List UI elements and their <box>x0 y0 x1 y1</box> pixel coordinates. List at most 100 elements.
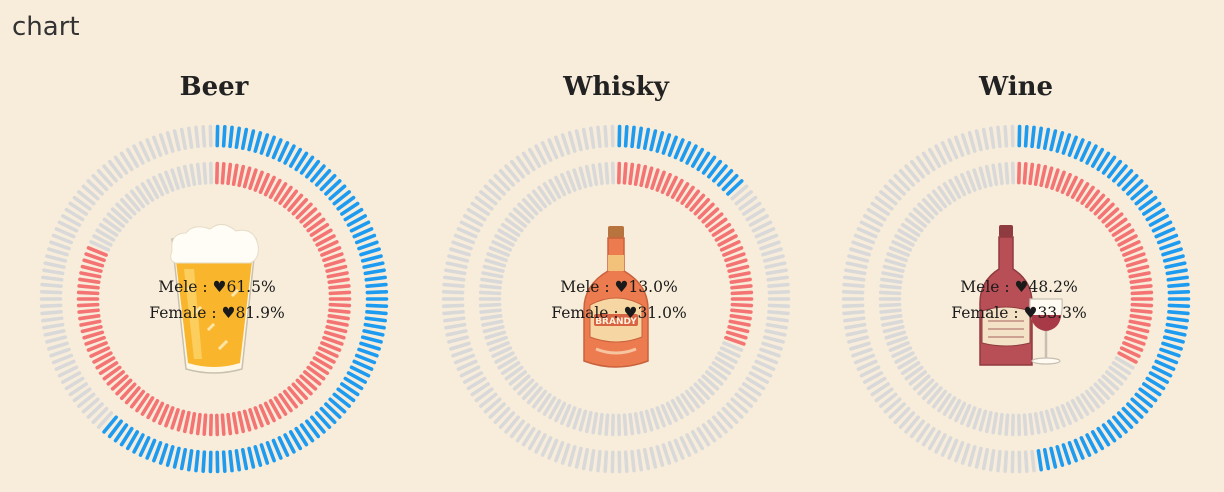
ring-segment-empty <box>588 449 596 472</box>
ring-segment-empty <box>954 135 965 157</box>
ring-segment-filled <box>231 163 239 186</box>
ring-segment-filled <box>346 214 367 227</box>
ring-segment-filled <box>1112 164 1128 183</box>
ring-segment-empty <box>904 164 920 183</box>
ring-segment-empty <box>642 447 651 471</box>
ring-segment-empty <box>894 351 915 364</box>
ring-segment-filled <box>146 399 160 420</box>
ring-segment-empty <box>937 393 952 413</box>
ring-segment-empty <box>508 370 527 386</box>
ring-segment-empty <box>689 386 706 405</box>
ring-segment-filled <box>319 173 337 192</box>
ring-segment-empty <box>991 163 999 186</box>
ring-segment-empty <box>482 325 505 334</box>
ring-segment-empty <box>649 446 658 469</box>
ring-segment-filled <box>283 144 296 165</box>
ring-segment-filled <box>1061 443 1072 465</box>
ring-segment-filled <box>132 433 145 454</box>
ring-segment-filled <box>319 406 337 425</box>
ring-segment-filled <box>325 325 348 334</box>
ring-segment-empty <box>481 271 504 279</box>
ring-segment-filled <box>220 162 226 185</box>
ring-segment-empty <box>883 184 902 201</box>
ring-segment-filled <box>365 303 389 309</box>
ring-segment-filled <box>1130 302 1154 308</box>
ring-segment-filled <box>231 412 239 435</box>
ring-segment-empty <box>684 389 701 409</box>
ring-segment-filled <box>1165 268 1188 276</box>
ring-segment-filled <box>360 335 383 344</box>
ring-segment-empty <box>764 261 787 269</box>
ring-segment-empty <box>1039 410 1048 434</box>
ring-segment-empty <box>891 240 913 252</box>
ring-segment-filled <box>317 346 339 358</box>
ring-segment-empty <box>1033 412 1041 435</box>
ring-segment-filled <box>76 302 100 308</box>
ring-segment-empty <box>92 234 113 247</box>
ring-segment-empty <box>761 247 783 257</box>
ring-segment-empty <box>68 201 88 216</box>
ring-segment-empty <box>1105 370 1124 386</box>
ring-segment-empty <box>578 166 588 189</box>
ring-segment-empty <box>445 261 468 269</box>
ring-segment-empty <box>179 127 188 151</box>
ring-segment-filled <box>240 447 249 471</box>
ring-segment-empty <box>479 284 502 290</box>
ring-segment-filled <box>354 233 377 245</box>
ring-segment-filled <box>1065 175 1078 197</box>
ring-segment-filled <box>1142 382 1162 397</box>
ring-segment-filled <box>82 330 105 340</box>
ring-segment-filled <box>690 147 705 168</box>
ring-segment-filled <box>357 347 379 358</box>
ring-segment-empty <box>716 411 734 429</box>
ring-segment-empty <box>759 240 781 251</box>
ring-segment-empty <box>851 240 873 251</box>
ring-segment-empty <box>880 277 903 284</box>
ring-segment-filled <box>237 164 246 188</box>
ring-segment-filled <box>303 212 322 228</box>
ring-segment-empty <box>843 275 866 282</box>
ring-segment-filled <box>707 159 723 179</box>
ring-segment-filled <box>685 144 698 165</box>
ring-segment-filled <box>340 382 360 397</box>
wine-bottle-and-glass-icon <box>979 225 1063 366</box>
ring-segment-empty <box>567 131 577 153</box>
ring-segment-filled <box>365 310 388 316</box>
ring-segment-empty <box>863 371 884 384</box>
ring-segment-empty <box>572 168 582 190</box>
ring-segment-empty <box>152 175 165 197</box>
ring-segment-empty <box>445 329 468 337</box>
ring-segment-empty <box>888 341 910 352</box>
ring-segment-filled <box>135 393 150 413</box>
ring-segment-filled <box>1042 447 1051 471</box>
ring-segment-filled <box>1107 159 1123 179</box>
ring-segment-empty <box>912 374 931 391</box>
ring-segment-empty <box>459 365 481 378</box>
ring-segment-empty <box>734 392 753 408</box>
ring-segment-filled <box>299 155 315 175</box>
ring-segment-filled <box>1130 284 1153 290</box>
ring-segment-empty <box>49 347 71 358</box>
ring-segment-filled <box>1084 189 1101 209</box>
ring-segment-empty <box>132 144 145 165</box>
ring-segment-empty <box>596 125 602 149</box>
ring-segment-empty <box>679 436 692 457</box>
ring-segment-empty <box>512 374 531 391</box>
ring-segment-filled <box>693 197 711 216</box>
ring-segment-empty <box>604 413 610 436</box>
ring-female <box>478 161 754 437</box>
ring-segment-empty <box>86 402 104 419</box>
ring-segment-empty <box>470 382 490 397</box>
ring-segment-empty <box>504 415 520 434</box>
ring-segment-filled <box>725 330 748 340</box>
ring-segment-empty <box>125 147 140 168</box>
ring-segment-empty <box>759 347 781 358</box>
ring-segment-empty <box>766 316 789 323</box>
ring-segment-empty <box>921 426 936 447</box>
ring-segment-filled <box>84 335 106 346</box>
ring-segment-filled <box>357 240 379 251</box>
ring-segment-filled <box>1036 449 1043 472</box>
ring-segment-filled <box>277 436 290 457</box>
ring-segment-filled <box>106 370 125 386</box>
ring-segment-filled <box>730 284 753 290</box>
